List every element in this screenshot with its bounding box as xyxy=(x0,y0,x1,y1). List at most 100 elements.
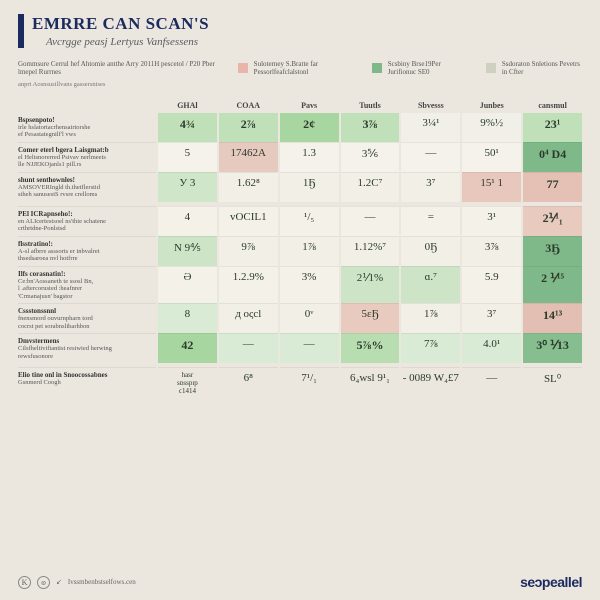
footer-brand: seɔpeallel xyxy=(520,574,582,590)
footer-icon-d: ⱷ xyxy=(37,576,50,589)
summary-cell: 6⁸ xyxy=(219,367,278,399)
table-cell: = xyxy=(401,206,460,236)
footer-arrow-icon: ↙ xyxy=(56,578,62,586)
summary-cell: 7¹/₁ xyxy=(280,367,339,399)
row-label: shunt senthownles!AMSOVERIngld th.thetfl… xyxy=(18,172,156,202)
table-cell: 3⅞ xyxy=(462,236,521,266)
table-cell: 1⅞ xyxy=(401,303,460,333)
summary-label: Elio tine onl in SnoocossabnesGsnmerd Co… xyxy=(18,367,156,399)
table-cell: 14¹³ xyxy=(523,303,582,333)
table-cell: 9⅞ xyxy=(219,236,278,266)
table-cell: 3⁰ ⅟13 xyxy=(523,333,582,363)
row-label: flsstratino!:A-sl afbrre asssorts er inb… xyxy=(18,236,156,266)
col-header: GHAl xyxy=(158,98,217,113)
table-cell: 0⁴ D4 xyxy=(523,142,582,172)
table-cell: 17462A xyxy=(219,142,278,172)
table-cell: Ә xyxy=(158,266,217,303)
table-cell: 1⅞ xyxy=(280,236,339,266)
row-label: Cssstonssnnlfnensmord ouvurnpharn tordco… xyxy=(18,303,156,333)
col-header xyxy=(18,98,156,113)
table-cell: 0ᵛ xyxy=(280,303,339,333)
table-cell: 1.62⁸ xyxy=(219,172,278,202)
table-cell: 2 ⅟¹⁵ xyxy=(523,266,582,303)
row-label: Bspsenpoto!irle hslatortacrhensairtorshe… xyxy=(18,113,156,142)
table-cell: ɑ.⁷ xyxy=(401,266,460,303)
legend-item: Suloterney S.Bratte far Pessorlfeafclals… xyxy=(238,60,350,77)
table-cell: 42 xyxy=(158,333,217,363)
summary-cell: - 0089 W₄£7 xyxy=(401,367,460,399)
table-cell: 5.9 xyxy=(462,266,521,303)
table-cell: 2⅟¹₁ xyxy=(523,206,582,236)
table-cell: 3⅚ xyxy=(341,142,400,172)
table-cell: 3⅞ xyxy=(341,113,400,142)
table-cell: 9%½ xyxy=(462,113,521,142)
summary-cell: 6₄wsl 9¹₁ xyxy=(341,367,400,399)
col-header: Junbes xyxy=(462,98,521,113)
table-cell: 4 xyxy=(158,206,217,236)
table-cell: 5⅞% xyxy=(341,333,400,363)
row-label: DmvstermensCilsfheltivifiantist resiwied… xyxy=(18,333,156,363)
table-cell: 7⅞ xyxy=(401,333,460,363)
legend-label: Gommsure Cerrul hef Ahtomie antthe Arry … xyxy=(18,60,216,77)
table-cell: 23¹ xyxy=(523,113,582,142)
page-subtitle: Avcrgge peasj Lertyus Vanfsessens xyxy=(46,36,209,48)
table-cell: vOCIL1 xyxy=(219,206,278,236)
table-cell: 3% xyxy=(280,266,339,303)
legend-item: Ssdoraton Snletions Pevetrs in Cfter xyxy=(486,60,582,77)
table-cell: 1Ҕ xyxy=(280,172,339,202)
col-header: Sbvesss xyxy=(401,98,460,113)
row-label: PEl ICRapnseho!:en ALIcertestsoel ns'thi… xyxy=(18,206,156,236)
footer: K ⱷ ↙ Ivssmbenbstselfows.cen seɔpeallel xyxy=(18,574,582,590)
legend-label: Scsbiny Brse19Per Jurifionuc SE0 xyxy=(388,60,464,77)
table-cell: — xyxy=(219,333,278,363)
table-cell: 15¹ 1 xyxy=(462,172,521,202)
table-cell: 3¹ xyxy=(462,206,521,236)
col-header: COAA xyxy=(219,98,278,113)
legend-item: Scsbiny Brse19Per Jurifionuc SE0 xyxy=(372,60,464,77)
title-accent-bar xyxy=(18,14,24,48)
footer-source: Ivssmbenbstselfows.cen xyxy=(68,578,136,586)
legend-label: Suloterney S.Bratte far Pessorlfeafclals… xyxy=(254,60,350,77)
table-cell: — xyxy=(280,333,339,363)
table-cell: 0Ҕ xyxy=(401,236,460,266)
table-cell: 3Ҕ xyxy=(523,236,582,266)
col-header: Tuutls xyxy=(341,98,400,113)
table-cell: 5ɛҔ xyxy=(341,303,400,333)
legend-row: Gommsure Cerrul hef Ahtomie antthe Arry … xyxy=(18,60,582,77)
legend-swatch xyxy=(372,63,382,73)
legend-swatch xyxy=(486,63,496,73)
footer-icon-k: K xyxy=(18,576,31,589)
table-cell: N 9⅘ xyxy=(158,236,217,266)
col-header: Pavs xyxy=(280,98,339,113)
table-cell: 2⅟1% xyxy=(341,266,400,303)
table-cell: 1.2.9% xyxy=(219,266,278,303)
table-cell: 1.12%⁷ xyxy=(341,236,400,266)
table-cell: 2¢ xyxy=(280,113,339,142)
data-table: GHAlCOAAPavsTuutlsSbvesssJunbescansmul Bs… xyxy=(18,98,582,399)
table-cell: 4¾ xyxy=(158,113,217,142)
legend-swatch xyxy=(238,63,248,73)
legend-label: Ssdoraton Snletions Pevetrs in Cfter xyxy=(502,60,582,77)
table-cell: 3⁷ xyxy=(401,172,460,202)
col-header: cansmul xyxy=(523,98,582,113)
table-cell: 5 xyxy=(158,142,217,172)
table-cell: 77 xyxy=(523,172,582,202)
summary-cell: SL⁰ xyxy=(523,367,582,399)
table-cell: 2⅞ xyxy=(219,113,278,142)
table-cell: 4.0¹ xyxy=(462,333,521,363)
table-cell: У 3 xyxy=(158,172,217,202)
table-cell: 1.2C⁷ xyxy=(341,172,400,202)
table-cell: 50¹ xyxy=(462,142,521,172)
summary-cell: — xyxy=(462,367,521,399)
table-cell: ¹/₅ xyxy=(280,206,339,236)
summary-cell: hasrsɒsspɪpϲ1414 xyxy=(158,367,217,399)
table-cell: — xyxy=(401,142,460,172)
table-cell: 3⁷ xyxy=(462,303,521,333)
legend-footnote: anprt Aosnsusillvans gassersnises xyxy=(18,81,582,88)
legend-item: Gommsure Cerrul hef Ahtomie antthe Arry … xyxy=(18,60,216,77)
table-cell: 1.3 xyxy=(280,142,339,172)
table-cell: 3¼¹ xyxy=(401,113,460,142)
row-label: Comer eterl bgera Laisgmat:bel Heltsnore… xyxy=(18,142,156,172)
table-cell: — xyxy=(341,206,400,236)
table-cell: д oςcl xyxy=(219,303,278,333)
